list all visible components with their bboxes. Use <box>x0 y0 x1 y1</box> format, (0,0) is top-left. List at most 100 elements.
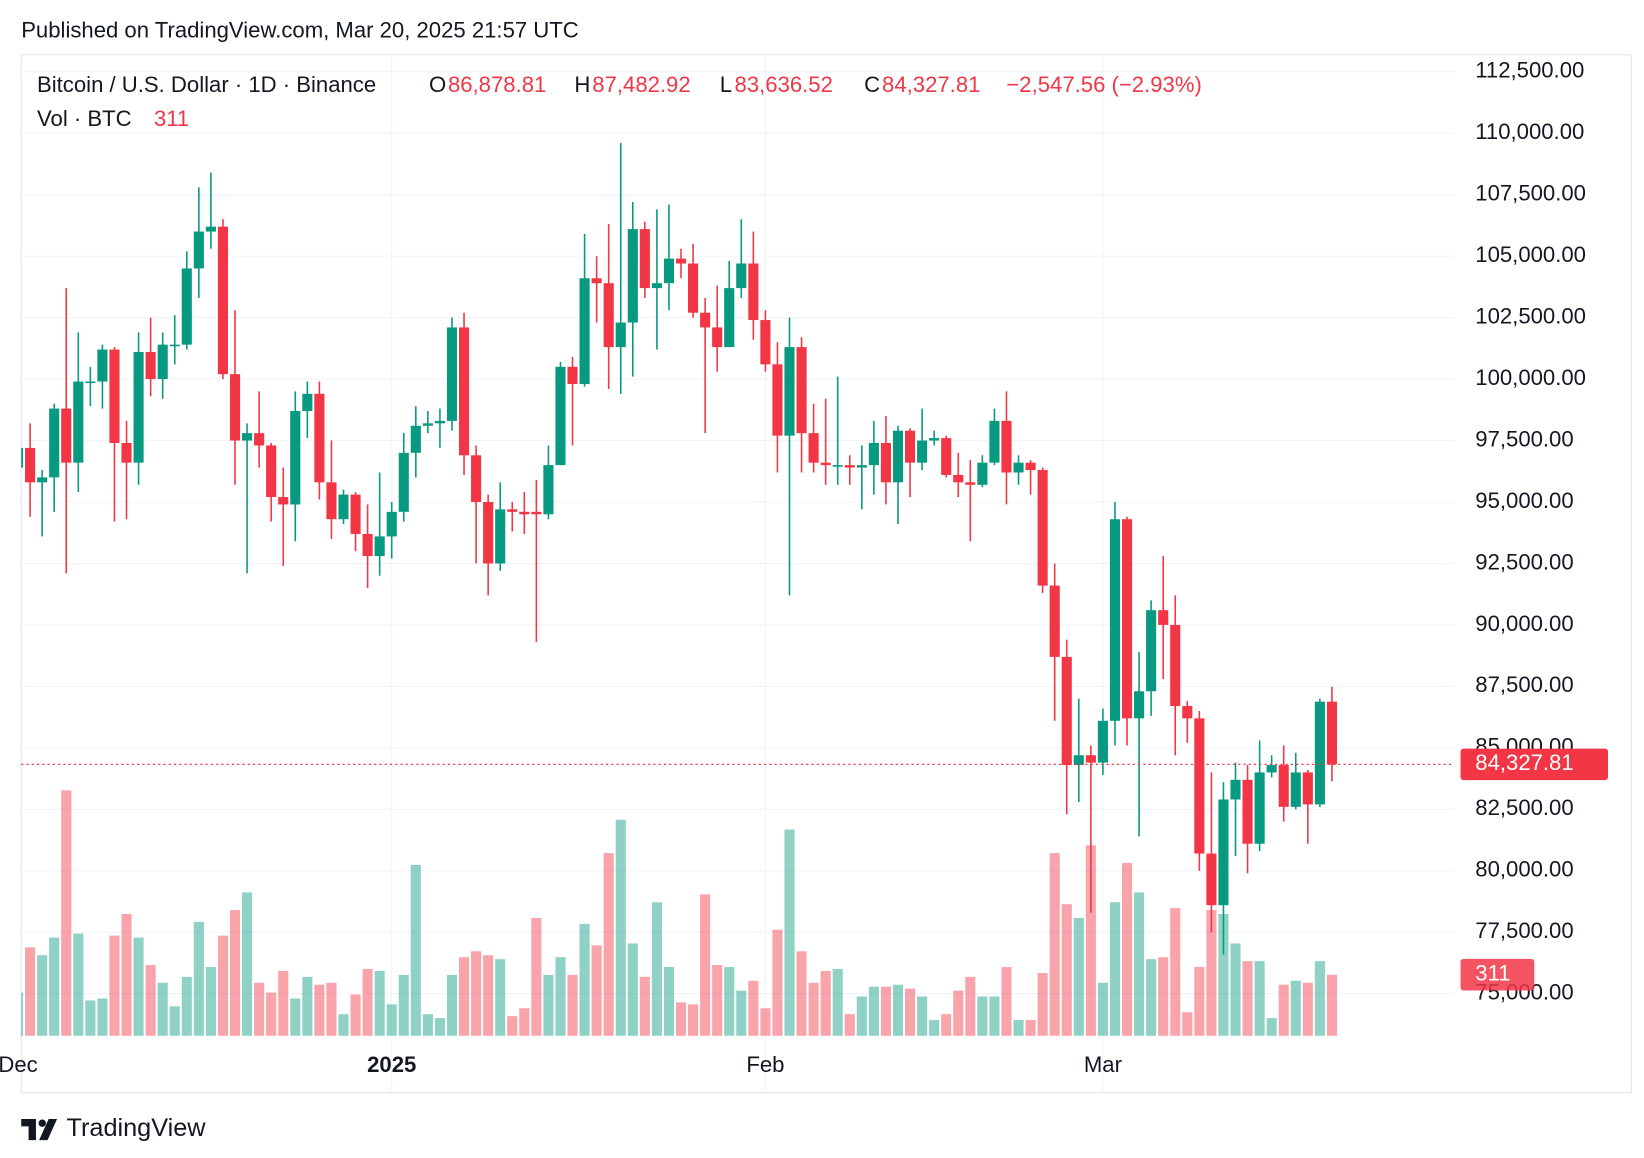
candles <box>21 143 1455 955</box>
candle-body <box>603 283 614 348</box>
volume-bar <box>880 986 891 1036</box>
volume-bar <box>37 955 48 1036</box>
candle-body <box>386 511 397 537</box>
volume-bar <box>181 976 192 1036</box>
candle-body <box>856 465 867 468</box>
candle-body <box>169 344 180 347</box>
candle-body <box>410 425 421 453</box>
frame <box>20 54 1632 1094</box>
candle-body <box>796 347 807 434</box>
candle-body <box>567 366 578 384</box>
volume-bar <box>663 967 675 1036</box>
volume-bar <box>615 819 626 1036</box>
volume-bar <box>1146 959 1157 1036</box>
y-tick-label: 82,500.00 <box>1475 795 1573 820</box>
volume-bar <box>796 951 807 1036</box>
x-tick-label: Dec <box>0 1052 38 1077</box>
candle-body <box>25 447 36 483</box>
volume-bar <box>965 976 976 1036</box>
volume-bar <box>1134 892 1145 1036</box>
volume-bar <box>1218 914 1229 1036</box>
volume-bar <box>929 1020 940 1036</box>
volume-bar <box>772 929 783 1036</box>
volume-bar <box>917 996 928 1036</box>
volume-bar <box>1001 967 1012 1036</box>
volume-bar <box>290 998 301 1036</box>
logo <box>21 1119 58 1141</box>
candle-body <box>1025 462 1036 471</box>
volume-bar <box>543 974 554 1036</box>
high-key: H <box>574 72 590 97</box>
volume-bar <box>374 970 385 1036</box>
volume-bar <box>1121 862 1133 1036</box>
volume-bar <box>1037 972 1048 1036</box>
volume-bar <box>338 1014 349 1036</box>
volume-bar <box>362 968 373 1036</box>
candle-body <box>965 482 976 485</box>
candle-body <box>724 288 735 348</box>
candle-body <box>844 465 855 468</box>
candle-body <box>266 445 277 498</box>
brand: TradingView <box>67 1114 207 1142</box>
candle-body <box>193 231 204 269</box>
published-note: Published on TradingView.com, Mar 20, 20… <box>21 17 579 42</box>
volume-bar <box>302 976 313 1036</box>
volume-bar <box>242 892 253 1036</box>
candle-body <box>519 511 530 515</box>
volume-bar <box>314 984 325 1036</box>
volume-bar <box>266 992 277 1036</box>
volume-bar <box>133 937 144 1036</box>
volume-bar <box>1242 961 1253 1036</box>
volume-bar <box>121 914 132 1036</box>
candle-body <box>1001 420 1012 473</box>
candle-body <box>338 494 349 520</box>
volume-bar <box>832 968 843 1036</box>
candle-body <box>1134 691 1145 719</box>
y-tick-label: 102,500.00 <box>1475 303 1586 328</box>
candle-body <box>362 533 373 557</box>
volume-bar <box>254 982 265 1036</box>
candle-body <box>917 440 928 463</box>
volume-bar <box>97 998 108 1036</box>
candle-body <box>1109 519 1121 721</box>
candle-body <box>1097 720 1108 763</box>
volume-bar <box>1266 1018 1277 1036</box>
volume-bar <box>49 937 60 1036</box>
volume-bar <box>350 994 361 1036</box>
volume-badge <box>1460 958 1535 991</box>
volume-bar <box>784 829 795 1036</box>
volume-bar <box>422 1014 433 1036</box>
open-key: O <box>429 72 446 97</box>
candle-body <box>97 349 108 382</box>
volume-bar <box>1170 908 1181 1036</box>
low-key: L <box>720 72 732 97</box>
volume-bar <box>977 996 988 1036</box>
candle-body <box>712 327 723 348</box>
volume-bar <box>205 967 216 1036</box>
candle-body <box>1170 624 1181 707</box>
volume-bar <box>1182 1012 1193 1036</box>
candle-body <box>1037 470 1048 586</box>
volume-bar <box>675 1002 687 1036</box>
candle-body <box>1121 519 1133 719</box>
volume-bar <box>278 970 289 1036</box>
volume-bar <box>217 935 229 1036</box>
volume-bar <box>25 947 36 1036</box>
candle-body <box>507 509 518 512</box>
candle-body <box>446 327 458 421</box>
candle-body <box>832 465 843 467</box>
candle-body <box>868 442 879 466</box>
volume-value: 311 <box>154 106 189 131</box>
candle-body <box>1146 610 1157 692</box>
candle-body <box>398 452 409 512</box>
candle-body <box>772 364 783 436</box>
candle-body <box>1049 585 1060 657</box>
volume-bar <box>1290 980 1301 1036</box>
candle-body <box>1085 755 1096 763</box>
volume-bar <box>1158 957 1169 1036</box>
axes: 75,000.0077,500.0080,000.0082,500.0085,0… <box>0 58 1609 1077</box>
candle-body <box>290 411 301 505</box>
candle-body <box>483 501 494 564</box>
volume-bar <box>1194 967 1205 1036</box>
